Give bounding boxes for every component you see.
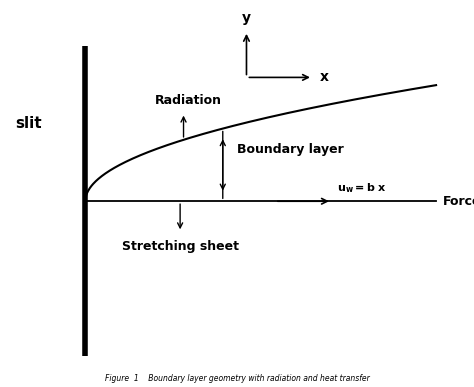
Text: Boundary layer: Boundary layer [237,143,344,156]
Text: x: x [320,70,329,84]
Text: Figure  1    Boundary layer geometry with radiation and heat transfer: Figure 1 Boundary layer geometry with ra… [105,374,369,383]
Text: Stretching sheet: Stretching sheet [122,240,238,253]
Text: slit: slit [15,116,42,131]
Text: $\mathbf{u_w=b\ x}$: $\mathbf{u_w=b\ x}$ [337,182,386,195]
Text: Radiation: Radiation [155,94,222,107]
Text: Force: Force [443,195,474,208]
Text: y: y [242,11,251,25]
